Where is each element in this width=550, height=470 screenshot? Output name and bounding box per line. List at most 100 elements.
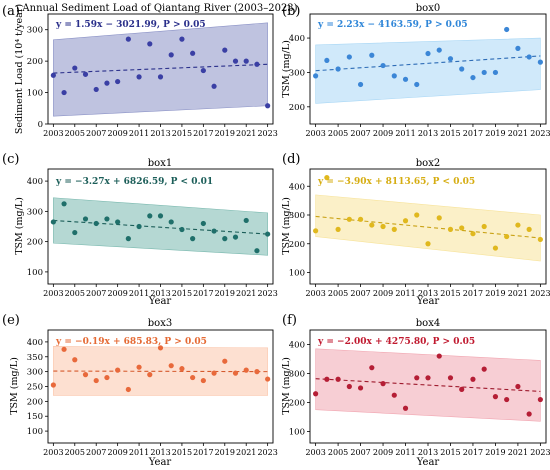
y-axis-label: TSM (mg/L)	[9, 357, 20, 415]
x-tick-label: 2017	[193, 289, 213, 298]
x-axis-label: Year	[148, 457, 172, 468]
x-tick-label: 2023	[257, 448, 277, 457]
data-point	[357, 81, 364, 88]
data-point	[147, 41, 153, 47]
data-point	[179, 226, 185, 233]
y-tick-label: 200	[27, 238, 43, 248]
data-point	[402, 218, 409, 224]
data-point	[504, 233, 510, 240]
x-tick-label: 2017	[193, 448, 213, 457]
data-point	[504, 396, 510, 403]
data-point	[335, 66, 341, 72]
data-point	[414, 375, 420, 381]
x-tick-label: 2021	[508, 448, 528, 457]
data-point	[470, 376, 476, 382]
data-point	[324, 175, 330, 181]
y-tick-label: 250	[27, 383, 43, 393]
x-tick-label: 2005	[328, 129, 348, 138]
chart-title: box1	[148, 158, 172, 169]
data-point	[265, 376, 271, 382]
equation-label: y = 1.59x − 3021.99, P > 0.05	[55, 20, 206, 30]
x-tick-label: 2019	[215, 448, 235, 457]
panel-e: (e) box3 TSM (mg/L) y = −0.19x + 685.83,…	[2, 313, 278, 468]
x-tick-label: 2009	[107, 289, 127, 298]
data-point	[136, 74, 142, 80]
x-tick-label: 2021	[508, 289, 528, 298]
chart-title: box3	[148, 318, 172, 329]
data-point	[254, 248, 260, 254]
y-tick-label: 200	[289, 398, 305, 408]
data-point	[168, 219, 174, 225]
x-tick-label: 2013	[418, 448, 438, 457]
x-tick-label: 2005	[328, 448, 348, 457]
x-tick-label: 2009	[373, 289, 393, 298]
data-point	[82, 216, 89, 222]
data-point	[346, 216, 352, 222]
chart-title: Annual Sediment Load of Qiantang River (…	[21, 3, 297, 14]
chart-title: box2	[416, 158, 440, 169]
data-point	[537, 396, 543, 403]
data-point	[254, 369, 260, 375]
x-tick-label: 2023	[530, 129, 550, 138]
x-tick-label: 2009	[373, 129, 393, 138]
data-point	[104, 374, 110, 381]
y-tick-label: 100	[27, 268, 43, 278]
data-point	[254, 61, 260, 67]
data-point	[492, 69, 499, 76]
x-tick-label: 2021	[508, 129, 528, 138]
chart-title: box4	[416, 318, 440, 329]
x-tick-label: 2003	[305, 289, 325, 298]
data-point	[61, 201, 67, 207]
data-point	[380, 381, 386, 387]
y-tick-label: 100	[289, 427, 305, 437]
data-point	[211, 370, 217, 376]
y-tick-label: 0	[38, 120, 43, 130]
panel-a: (a) Annual Sediment Load of Qiantang Riv…	[2, 3, 298, 138]
x-tick-label: 2015	[440, 448, 460, 457]
data-point	[157, 74, 164, 80]
data-point	[537, 236, 543, 243]
data-point	[425, 241, 431, 247]
data-point	[346, 383, 352, 390]
x-tick-label: 2007	[350, 289, 370, 298]
x-axis-label: Year	[416, 296, 440, 307]
data-point	[324, 57, 330, 64]
confidence-band	[53, 197, 268, 256]
trend-line	[315, 55, 541, 72]
panel-c: (c) box1 TSM (mg/L) y = −3.27x + 6826.59…	[2, 152, 278, 307]
x-tick-label: 2009	[373, 448, 393, 457]
data-point	[436, 353, 442, 359]
data-point	[93, 220, 99, 227]
data-point	[82, 372, 89, 378]
trend-line	[315, 215, 541, 239]
data-point	[179, 366, 185, 372]
trend-line	[53, 63, 268, 74]
panel-label: (c)	[2, 152, 19, 167]
x-tick-label: 2013	[150, 129, 170, 138]
data-point	[391, 392, 397, 398]
trend-line	[53, 219, 268, 235]
x-axis-label: Year	[416, 457, 440, 468]
data-point	[335, 376, 341, 382]
x-tick-label: 2019	[215, 289, 235, 298]
data-point	[190, 374, 196, 381]
data-point	[470, 231, 476, 237]
data-point	[481, 366, 487, 372]
equation-label: y = −3.27x + 6826.59, P < 0.01	[55, 177, 213, 187]
data-point	[447, 226, 454, 232]
data-point	[324, 376, 330, 382]
data-point	[459, 225, 465, 231]
x-tick-label: 2021	[236, 289, 256, 298]
data-point	[481, 69, 487, 76]
data-point	[147, 213, 153, 219]
y-tick-label: 400	[289, 340, 305, 350]
x-tick-label: 2015	[172, 289, 192, 298]
data-point	[369, 52, 375, 58]
data-point	[232, 370, 239, 376]
data-point	[425, 375, 431, 381]
y-axis-label: Sediment Load (10⁴ t/year)	[14, 4, 25, 134]
data-point	[436, 47, 442, 53]
y-tick-label: 400	[27, 177, 43, 187]
x-tick-label: 2023	[530, 289, 550, 298]
x-tick-label: 2023	[530, 448, 550, 457]
